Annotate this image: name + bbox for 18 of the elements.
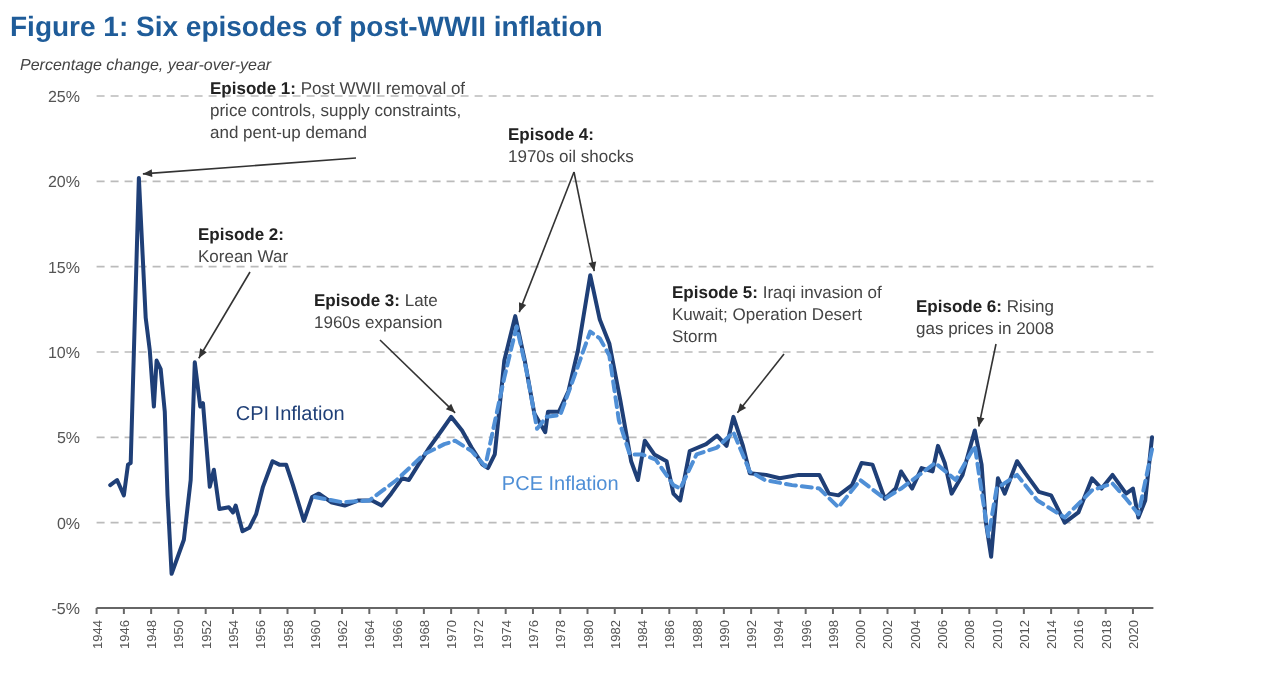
y-tick-label: -5% xyxy=(51,600,80,618)
annotation: Episode 2: Korean War xyxy=(198,224,289,266)
y-tick-label: 10% xyxy=(47,344,80,362)
annotation: Episode 6: Rising gas prices in 2008 xyxy=(916,296,1055,338)
y-tick-label: 15% xyxy=(47,258,80,277)
y-tick-label: 0% xyxy=(56,514,80,533)
series-label: PCE Inflation xyxy=(501,474,619,497)
series-label: CPI Inflation xyxy=(235,404,345,427)
annotation: Episode 5: Iraqi invasion of Kuwait; Operation Desert Storm xyxy=(672,282,884,346)
annotation: Episode 4: 1970s oil shocks xyxy=(508,124,634,166)
annotation: Episode 1: Post WWII removal of price controls, supply constraints, and pent-up demand xyxy=(210,78,467,142)
line-series xyxy=(108,175,1155,576)
chart-subtitle: Percentage change, year-over-year xyxy=(20,56,272,74)
chart-title: Figure 1: Six episodes of post-WWII inflation xyxy=(10,10,603,42)
y-tick-label: 5% xyxy=(56,429,80,448)
y-tick-label: 20% xyxy=(47,173,80,192)
y-tick-label: 25% xyxy=(47,88,80,106)
annotation: Episode 3: Late 1960s expansion xyxy=(314,290,444,332)
